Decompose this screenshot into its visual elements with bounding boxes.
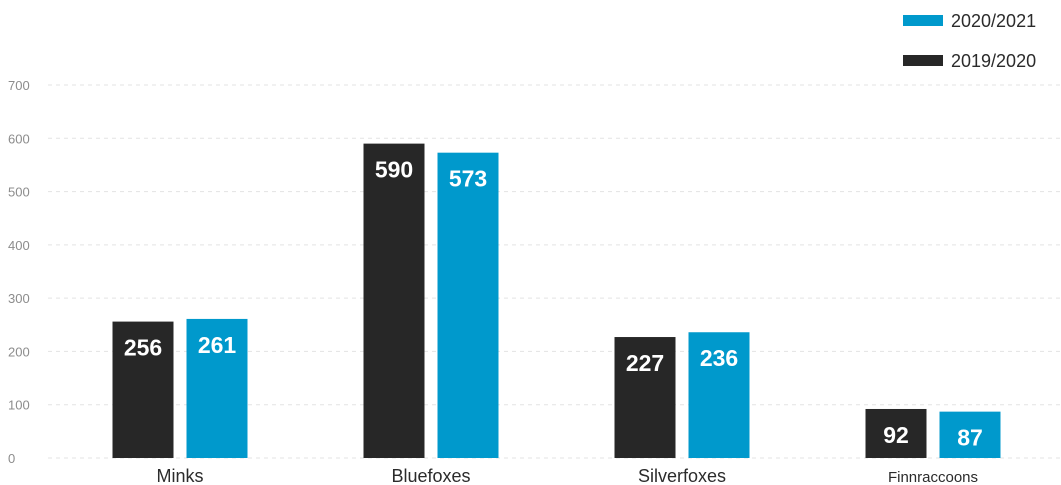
legend-swatch-2019-2020 bbox=[903, 55, 943, 66]
y-tick-label-100: 100 bbox=[8, 398, 30, 413]
y-tick-label-0: 0 bbox=[8, 451, 15, 466]
x-tick-label-silverfoxes: Silverfoxes bbox=[638, 466, 726, 485]
value-label-finnraccoons-2020-2021: 87 bbox=[957, 425, 983, 451]
y-tick-label-400: 400 bbox=[8, 238, 30, 253]
bar-finnraccoons-2020-2021 bbox=[939, 411, 1001, 458]
data-labels: 256 261 590 573 227 236 92 87 bbox=[124, 157, 983, 451]
bar-finnraccoons-2019-2020 bbox=[865, 408, 927, 458]
value-label-finnraccoons-2019-2020: 92 bbox=[883, 422, 909, 448]
value-label-silverfoxes-2020-2021: 236 bbox=[700, 345, 738, 371]
value-label-bluefoxes-2019-2020: 590 bbox=[375, 157, 413, 183]
bar-silverfoxes-2019-2020 bbox=[614, 337, 676, 458]
y-tick-label-300: 300 bbox=[8, 291, 30, 306]
bars bbox=[112, 143, 1001, 458]
value-label-bluefoxes-2020-2021: 573 bbox=[449, 166, 487, 192]
y-tick-label-600: 600 bbox=[8, 131, 30, 146]
legend-swatch-2020-2021 bbox=[903, 15, 943, 26]
bar-bluefoxes-2019-2020 bbox=[363, 143, 425, 458]
bar-minks-2020-2021 bbox=[186, 318, 248, 458]
x-tick-label-bluefoxes: Bluefoxes bbox=[391, 466, 470, 485]
x-tick-label-finnraccoons: Finnraccoons bbox=[888, 469, 978, 485]
x-axis-ticks: Minks Bluefoxes Silverfoxes Finnraccoons bbox=[156, 466, 978, 485]
value-label-minks-2019-2020: 256 bbox=[124, 335, 162, 361]
y-axis-ticks: 0 100 200 300 400 500 600 700 bbox=[8, 78, 30, 466]
y-tick-label-700: 700 bbox=[8, 78, 30, 93]
value-label-minks-2020-2021: 261 bbox=[198, 332, 237, 358]
y-tick-label-200: 200 bbox=[8, 344, 30, 359]
legend-label-2020-2021: 2020/2021 bbox=[951, 11, 1036, 31]
legend-label-2019-2020: 2019/2020 bbox=[951, 51, 1036, 71]
bar-bluefoxes-2020-2021 bbox=[437, 152, 499, 458]
bar-minks-2019-2020 bbox=[112, 321, 174, 458]
legend: 2020/2021 2019/2020 bbox=[903, 11, 1036, 71]
value-label-silverfoxes-2019-2020: 227 bbox=[626, 350, 664, 376]
x-tick-label-minks: Minks bbox=[156, 466, 203, 485]
y-tick-label-500: 500 bbox=[8, 185, 30, 200]
bar-silverfoxes-2020-2021 bbox=[688, 332, 750, 458]
